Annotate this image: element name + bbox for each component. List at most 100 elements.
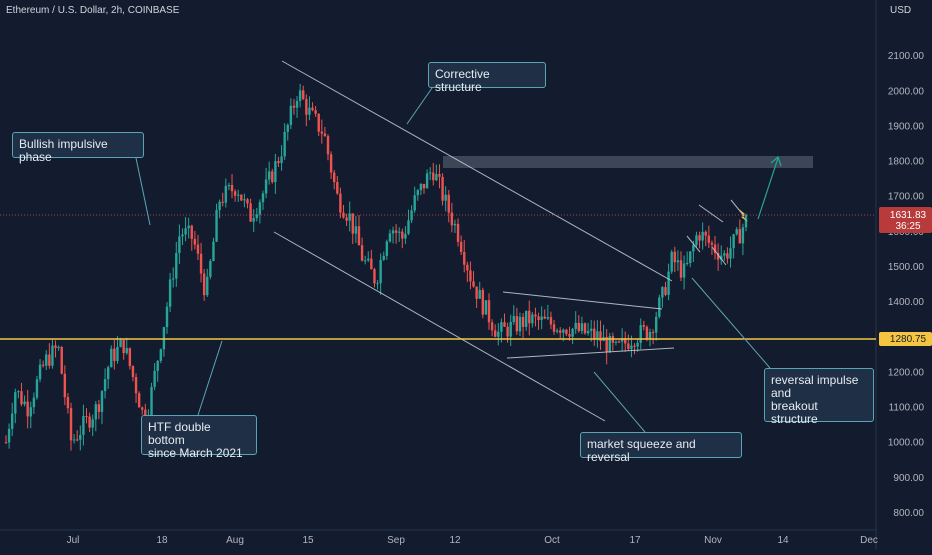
candle-body [184,228,187,235]
x-tick-label: Sep [387,535,405,546]
candle-body [26,401,29,417]
candle-body [141,407,144,410]
x-tick-label: Jul [67,535,80,546]
candle-body [546,317,550,319]
candle-body [246,199,249,204]
candle-body [113,348,116,361]
currency-label: USD [890,5,912,16]
candle-body [103,379,107,392]
candle-body [357,226,361,246]
candle-body [645,326,649,340]
candle-body [17,391,20,393]
candle-body [617,341,621,343]
candle-body [710,242,714,245]
candle-body [305,99,308,115]
candle-body [596,331,599,339]
candle-body [215,210,218,242]
triangle-upper-line [502,291,663,310]
candle-body [729,248,732,259]
candle-body [57,347,60,349]
callout-squeeze: market squeeze and reversal [580,432,742,464]
candle-body [490,322,494,331]
candle-body [738,229,742,244]
candle-body [698,235,701,241]
candle-body [701,231,704,241]
x-tick-label: Aug [226,535,244,546]
candle-body [475,286,478,299]
candle-body [574,322,577,329]
candle-body [323,133,327,137]
candle-body [159,349,163,361]
candle-body [593,328,596,339]
candle-body [540,316,543,320]
candle-body [264,179,268,194]
candle-body [38,364,42,380]
x-tick-label: 15 [302,535,314,546]
candle-body [549,317,553,325]
candle-body [20,391,23,405]
y-tick-label: 1800.00 [888,157,925,168]
x-tick-label: 17 [629,535,641,546]
flag-upper-2 [730,199,745,217]
candle-body [394,230,398,233]
candle-body [255,214,258,219]
candle-body [565,329,568,335]
candle-body [333,172,336,183]
candle-body [391,230,395,234]
candle-body [367,258,370,261]
candle-body [723,253,726,256]
pointer-double-bottom [197,340,223,416]
candle-body [243,199,246,201]
x-tick-label: Nov [704,535,722,546]
candle-body [500,322,503,332]
candle-body [373,269,376,284]
callout-corrective: Corrective structure [428,62,546,94]
corrective-lower-line [273,231,606,422]
candle-body [707,235,711,243]
candle-body [741,227,745,244]
candle-body [72,439,76,441]
candle-body [456,223,460,242]
x-tick-label: 12 [449,535,461,546]
candle-body [379,259,382,284]
candle-body [735,229,738,235]
candle-body [66,397,70,409]
candle-body [732,234,735,249]
candle-body [398,231,401,233]
candle-body [605,336,608,353]
candle-body [76,439,79,441]
candle-body [726,253,729,259]
candle-body [682,263,686,278]
candle-body [41,364,45,366]
candle-body [509,321,512,337]
candle-body [162,327,166,350]
candle-body [88,416,91,428]
candle-body [515,316,519,332]
candle-body [531,314,534,324]
candle-body [673,251,676,263]
candle-body [116,346,119,361]
candle-body [478,289,481,299]
candle-body [267,171,271,180]
candle-body [4,442,8,444]
candle-body [51,345,54,366]
candle-body [599,331,602,341]
candle-body [630,345,633,349]
candle-body [518,316,522,332]
candle-body [336,182,339,194]
candle-body [624,338,627,344]
candle-body [308,107,311,115]
last-price-badge [879,207,932,233]
candle-body [503,322,506,327]
candle-body [29,407,32,417]
candle-body [206,276,209,296]
candles [4,83,748,451]
candle-body [543,316,546,319]
candle-body [459,241,463,253]
candle-body [342,212,345,218]
candle-body [695,235,698,246]
candle-body [692,245,695,252]
candle-body [651,332,655,334]
